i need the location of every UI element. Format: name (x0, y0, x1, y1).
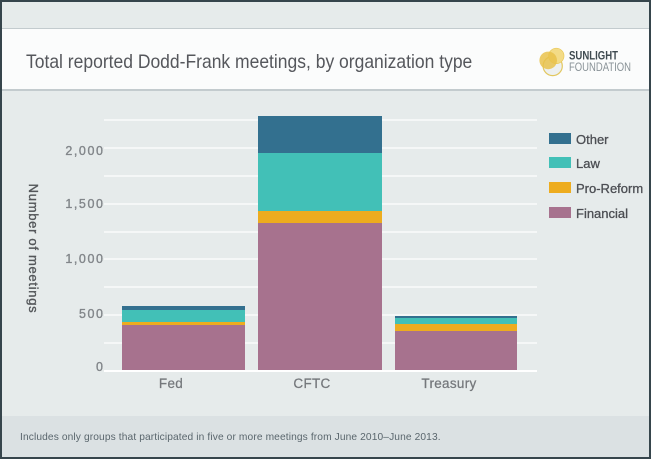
svg-text:FOUNDATION: FOUNDATION (569, 62, 631, 74)
svg-text:SUNLIGHT: SUNLIGHT (569, 51, 618, 63)
